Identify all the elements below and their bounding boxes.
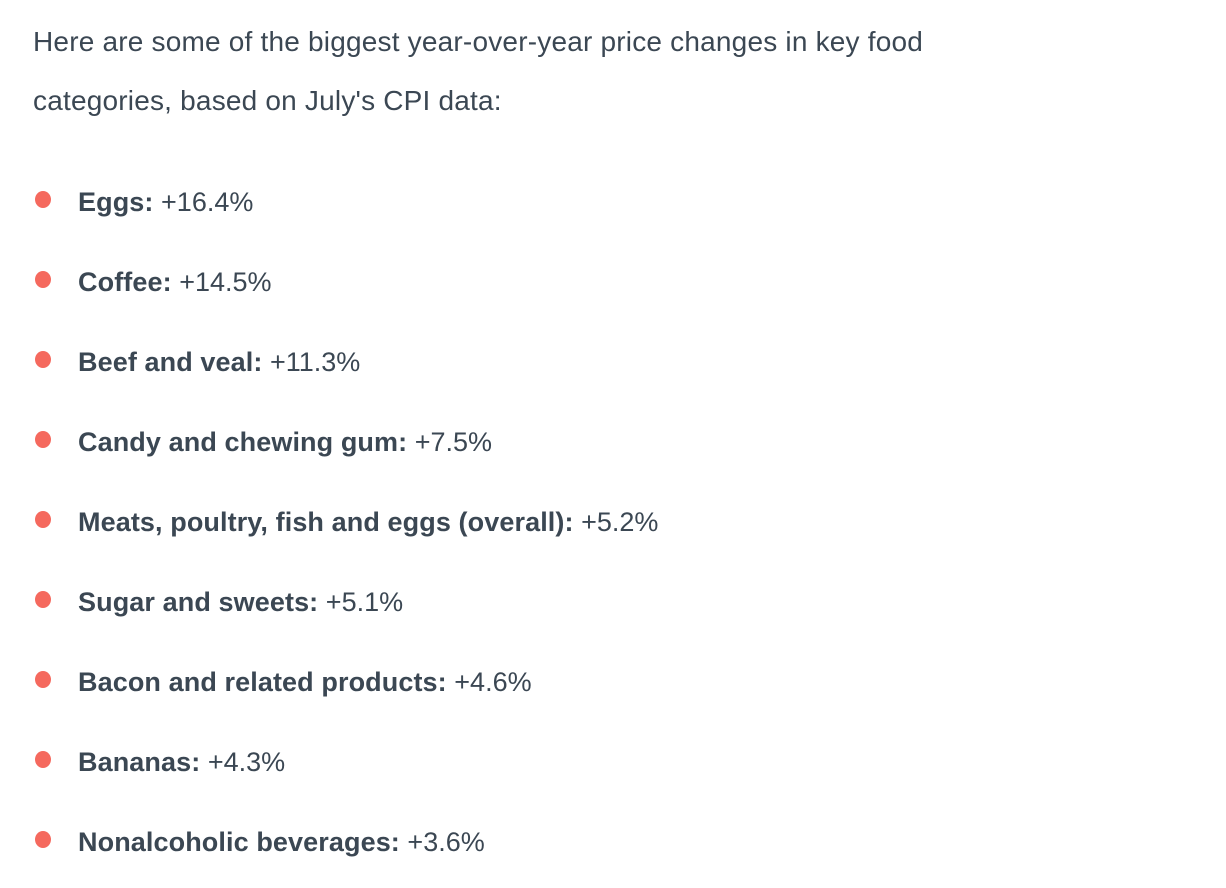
intro-paragraph: Here are some of the biggest year-over-y…	[33, 26, 924, 116]
percent-value: +14.5%	[179, 267, 272, 297]
category-label: Sugar and sweets:	[78, 587, 319, 617]
list-item: Meats, poultry, fish and eggs (overall):…	[33, 505, 1196, 539]
list-item: Nonalcoholic beverages: +3.6%	[33, 825, 1196, 859]
list-item: Bacon and related products: +4.6%	[33, 665, 1196, 699]
category-label: Bananas:	[78, 747, 201, 777]
category-label: Nonalcoholic beverages:	[78, 827, 400, 857]
category-label: Meats, poultry, fish and eggs (overall):	[78, 507, 574, 537]
percent-value: +7.5%	[414, 427, 493, 457]
bullet-icon	[35, 751, 51, 768]
bullet-icon	[35, 431, 51, 448]
category-label: Bacon and related products:	[78, 667, 447, 697]
list-item: Sugar and sweets: +5.1%	[33, 585, 1196, 619]
category-label: Coffee:	[78, 267, 172, 297]
percent-value: +4.3%	[207, 747, 286, 777]
bullet-icon	[35, 591, 51, 608]
percent-value: +11.3%	[269, 347, 361, 377]
list-item: Candy and chewing gum: +7.5%	[33, 425, 1196, 459]
category-label: Candy and chewing gum:	[78, 427, 408, 457]
percent-value: +4.6%	[454, 667, 532, 697]
bullet-icon	[35, 191, 51, 208]
category-label: Eggs:	[78, 187, 154, 217]
category-label: Beef and veal:	[78, 347, 263, 377]
bullet-icon	[35, 511, 51, 528]
bullet-icon	[35, 271, 51, 288]
percent-value: +5.1%	[325, 587, 404, 617]
percent-value: +16.4%	[161, 187, 254, 217]
list-item: Eggs: +16.4%	[33, 185, 1196, 219]
list-item: Bananas: +4.3%	[33, 745, 1196, 779]
bullet-icon	[35, 351, 51, 368]
list-item: Coffee: +14.5%	[33, 265, 1196, 299]
percent-value: +3.6%	[407, 827, 485, 857]
percent-value: +5.2%	[581, 507, 659, 537]
bullet-icon	[35, 671, 51, 688]
price-change-list: Eggs: +16.4% Coffee: +14.5% Beef and veal:…	[33, 185, 1196, 859]
bullet-icon	[35, 831, 51, 848]
list-item: Beef and veal: +11.3%	[33, 345, 1196, 379]
article-excerpt: Here are some of the biggest year-over-y…	[33, 26, 1196, 859]
